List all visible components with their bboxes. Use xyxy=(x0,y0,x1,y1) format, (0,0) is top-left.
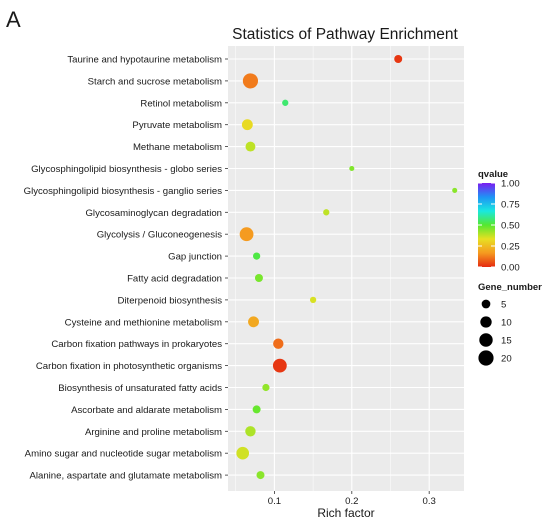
data-point xyxy=(272,358,287,373)
y-tick-label: Glycosphingolipid biosynthesis - ganglio… xyxy=(24,186,223,197)
size-legend-label: 10 xyxy=(501,318,512,329)
x-axis-title: Rich factor xyxy=(317,506,374,520)
y-tick-label: Taurine and hypotaurine metabolism xyxy=(67,55,222,66)
data-point xyxy=(349,165,355,172)
plot-panel xyxy=(228,46,464,491)
y-tick-label: Cysteine and methionine metabolism xyxy=(65,317,222,328)
data-point xyxy=(309,296,317,304)
qvalue-legend-label: 1.00 xyxy=(501,179,520,190)
size-legend-dot xyxy=(478,350,494,366)
panel-letter: A xyxy=(6,7,21,32)
data-point xyxy=(254,274,263,282)
y-tick-label: Biosynthesis of unsaturated fatty acids xyxy=(58,383,222,394)
size-legend-label: 20 xyxy=(501,354,512,365)
size-legend-label: 15 xyxy=(501,336,512,347)
gene-number-legend-title: Gene_number xyxy=(478,282,542,293)
qvalue-legend-label: 0.50 xyxy=(501,221,520,232)
grid-lines xyxy=(228,46,464,491)
chart-title: Statistics of Pathway Enrichment xyxy=(232,26,458,43)
size-legend-label: 5 xyxy=(501,300,506,311)
y-tick-label: Alanine, aspartate and glutamate metabol… xyxy=(29,471,222,482)
data-point xyxy=(323,209,330,216)
y-tick-label: Diterpenoid biosynthesis xyxy=(117,295,222,306)
y-tick-label: Starch and sucrose metabolism xyxy=(88,76,222,87)
y-tick-label: Ascorbate and aldarate metabolism xyxy=(71,405,222,416)
data-point xyxy=(273,338,284,349)
data-point xyxy=(236,446,250,460)
data-point xyxy=(239,227,254,242)
y-tick-label: Fatty acid degradation xyxy=(127,274,222,285)
y-tick-label: Carbon fixation in photosynthetic organi… xyxy=(36,361,222,372)
x-tick-label: 0.1 xyxy=(268,496,281,507)
qvalue-legend-label: 0.75 xyxy=(501,200,520,211)
qvalue-legend: qvalue 1.00 0.75 0.50 0.25 0.00 xyxy=(478,169,520,274)
gene-number-legend: Gene_number 5 10 15 20 xyxy=(478,282,542,366)
size-legend-dot xyxy=(480,316,492,328)
data-point xyxy=(452,187,458,193)
y-tick-label: Carbon fixation pathways in prokaryotes xyxy=(51,339,222,350)
qvalue-legend-label: 0.25 xyxy=(501,242,520,253)
data-point xyxy=(394,55,403,63)
data-point xyxy=(248,316,259,328)
data-point xyxy=(241,119,253,131)
y-tick-label: Glycolysis / Gluconeogenesis xyxy=(97,230,223,241)
y-tick-label: Methane metabolism xyxy=(133,142,222,153)
qvalue-legend-label: 0.00 xyxy=(501,263,520,274)
y-tick-label: Amino sugar and nucleotide sugar metabol… xyxy=(25,449,222,460)
y-tick-label: Glycosphingolipid biosynthesis - globo s… xyxy=(31,164,222,175)
data-point xyxy=(252,405,261,414)
qvalue-colorbar xyxy=(478,183,495,267)
data-point xyxy=(242,73,259,89)
y-tick-label: Retinol metabolism xyxy=(140,98,222,109)
data-point xyxy=(256,471,265,480)
data-point xyxy=(253,252,261,260)
x-tick-label: 0.2 xyxy=(345,496,358,507)
size-legend-dot xyxy=(479,333,493,347)
y-axis-labels: Taurine and hypotaurine metabolism Starch… xyxy=(24,55,228,482)
y-tick-label: Pyruvate metabolism xyxy=(132,120,222,131)
data-point xyxy=(245,426,256,437)
qvalue-legend-title: qvalue xyxy=(478,169,508,180)
size-legend-dot xyxy=(481,299,491,309)
y-tick-label: Glycosaminoglycan degradation xyxy=(85,208,222,219)
y-tick-label: Arginine and proline metabolism xyxy=(85,427,222,438)
data-point xyxy=(262,383,270,392)
y-tick-label: Gap junction xyxy=(168,252,222,263)
data-point xyxy=(282,99,289,106)
data-point xyxy=(245,141,256,152)
data-points xyxy=(236,55,458,480)
x-tick-label: 0.3 xyxy=(423,496,436,507)
x-axis: 0.1 0.2 0.3 xyxy=(268,491,436,507)
